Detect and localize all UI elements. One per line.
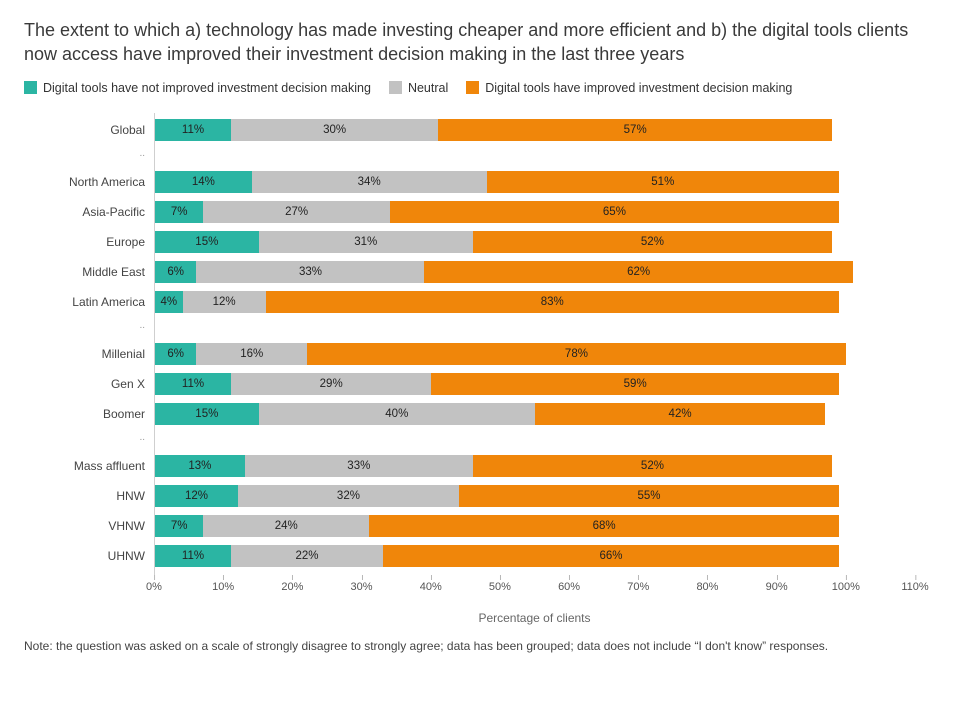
bar-segment: 33% — [245, 455, 473, 477]
row-label: Asia-Pacific — [35, 201, 155, 223]
bar-segment: 51% — [487, 171, 839, 193]
bar-row: Millenial6%16%78% — [155, 343, 915, 365]
bar-segment: 24% — [203, 515, 369, 537]
bar-segment: 40% — [259, 403, 535, 425]
bar-row: Europe15%31%52% — [155, 231, 915, 253]
bar-segment: 52% — [473, 231, 832, 253]
bar-segment: 11% — [155, 373, 231, 395]
bar-segment: 59% — [431, 373, 839, 395]
legend: Digital tools have not improved investme… — [24, 81, 945, 95]
x-tick: 20% — [281, 581, 303, 593]
row-label: Global — [35, 119, 155, 141]
row-label: Middle East — [35, 261, 155, 283]
row-label: UHNW — [35, 545, 155, 567]
x-tick: 30% — [351, 581, 373, 593]
plot: Global11%30%57%..North America14%34%51%A… — [154, 113, 915, 575]
group-separator: .. — [35, 322, 155, 330]
bar-segment: 13% — [155, 455, 245, 477]
bar-segment: 7% — [155, 201, 203, 223]
bar-row: Gen X11%29%59% — [155, 373, 915, 395]
x-tick: 80% — [696, 581, 718, 593]
bar-segment: 4% — [155, 291, 183, 313]
row-label: Gen X — [35, 373, 155, 395]
legend-item: Digital tools have improved investment d… — [466, 81, 792, 95]
bar-segment: 16% — [196, 343, 307, 365]
legend-swatch — [466, 81, 479, 94]
bar-row: North America14%34%51% — [155, 171, 915, 193]
legend-item: Digital tools have not improved investme… — [24, 81, 371, 95]
bar-segment: 7% — [155, 515, 203, 537]
legend-label: Neutral — [408, 81, 448, 95]
x-axis-label: Percentage of clients — [154, 611, 915, 625]
bar-segment: 83% — [266, 291, 839, 313]
bar-segment: 68% — [369, 515, 839, 537]
group-separator: .. — [35, 434, 155, 442]
bar-segment: 11% — [155, 119, 231, 141]
bar-segment: 29% — [231, 373, 431, 395]
bar-row: Mass affluent13%33%52% — [155, 455, 915, 477]
bar-segment: 12% — [155, 485, 238, 507]
bar-segment: 22% — [231, 545, 383, 567]
legend-item: Neutral — [389, 81, 448, 95]
bar-segment: 6% — [155, 261, 196, 283]
bar-row: UHNW11%22%66% — [155, 545, 915, 567]
chart-area: Global11%30%57%..North America14%34%51%A… — [154, 113, 915, 625]
bar-segment: 6% — [155, 343, 196, 365]
bar-segment: 15% — [155, 403, 259, 425]
bar-row: Global11%30%57% — [155, 119, 915, 141]
bar-row: Boomer15%40%42% — [155, 403, 915, 425]
bar-segment: 42% — [535, 403, 825, 425]
group-separator: .. — [35, 150, 155, 158]
bar-segment: 55% — [459, 485, 839, 507]
bar-row: Middle East6%33%62% — [155, 261, 915, 283]
row-label: Latin America — [35, 291, 155, 313]
bar-segment: 78% — [307, 343, 846, 365]
bar-segment: 52% — [473, 455, 832, 477]
x-tick: 110% — [901, 581, 928, 593]
bar-segment: 12% — [183, 291, 266, 313]
legend-label: Digital tools have not improved investme… — [43, 81, 371, 95]
x-tick: 40% — [420, 581, 442, 593]
row-label: Boomer — [35, 403, 155, 425]
bar-segment: 30% — [231, 119, 438, 141]
bar-segment: 27% — [203, 201, 390, 223]
row-label: HNW — [35, 485, 155, 507]
row-label: Millenial — [35, 343, 155, 365]
bar-row: Asia-Pacific7%27%65% — [155, 201, 915, 223]
bar-row: VHNW7%24%68% — [155, 515, 915, 537]
bar-segment: 32% — [238, 485, 459, 507]
bar-segment: 11% — [155, 545, 231, 567]
x-tick: 10% — [212, 581, 234, 593]
bar-row: Latin America4%12%83% — [155, 291, 915, 313]
bar-segment: 14% — [155, 171, 252, 193]
row-label: Mass affluent — [35, 455, 155, 477]
bar-segment: 65% — [390, 201, 839, 223]
chart-note: Note: the question was asked on a scale … — [24, 639, 945, 653]
row-label: VHNW — [35, 515, 155, 537]
legend-swatch — [24, 81, 37, 94]
bar-row: HNW12%32%55% — [155, 485, 915, 507]
x-ticks: 0%10%20%30%40%50%60%70%80%90%100%110% — [154, 581, 915, 599]
bar-segment: 34% — [252, 171, 487, 193]
row-label: North America — [35, 171, 155, 193]
bar-segment: 62% — [424, 261, 852, 283]
bar-segment: 31% — [259, 231, 473, 253]
x-tick: 0% — [146, 581, 162, 593]
x-tick: 100% — [832, 581, 860, 593]
x-tick: 70% — [627, 581, 649, 593]
bar-segment: 57% — [438, 119, 832, 141]
bar-segment: 15% — [155, 231, 259, 253]
row-label: Europe — [35, 231, 155, 253]
chart-title: The extent to which a) technology has ma… — [24, 18, 934, 67]
x-tick: 50% — [489, 581, 511, 593]
x-tick: 90% — [766, 581, 788, 593]
bar-segment: 66% — [383, 545, 839, 567]
x-tick: 60% — [558, 581, 580, 593]
bar-segment: 33% — [196, 261, 424, 283]
legend-label: Digital tools have improved investment d… — [485, 81, 792, 95]
legend-swatch — [389, 81, 402, 94]
